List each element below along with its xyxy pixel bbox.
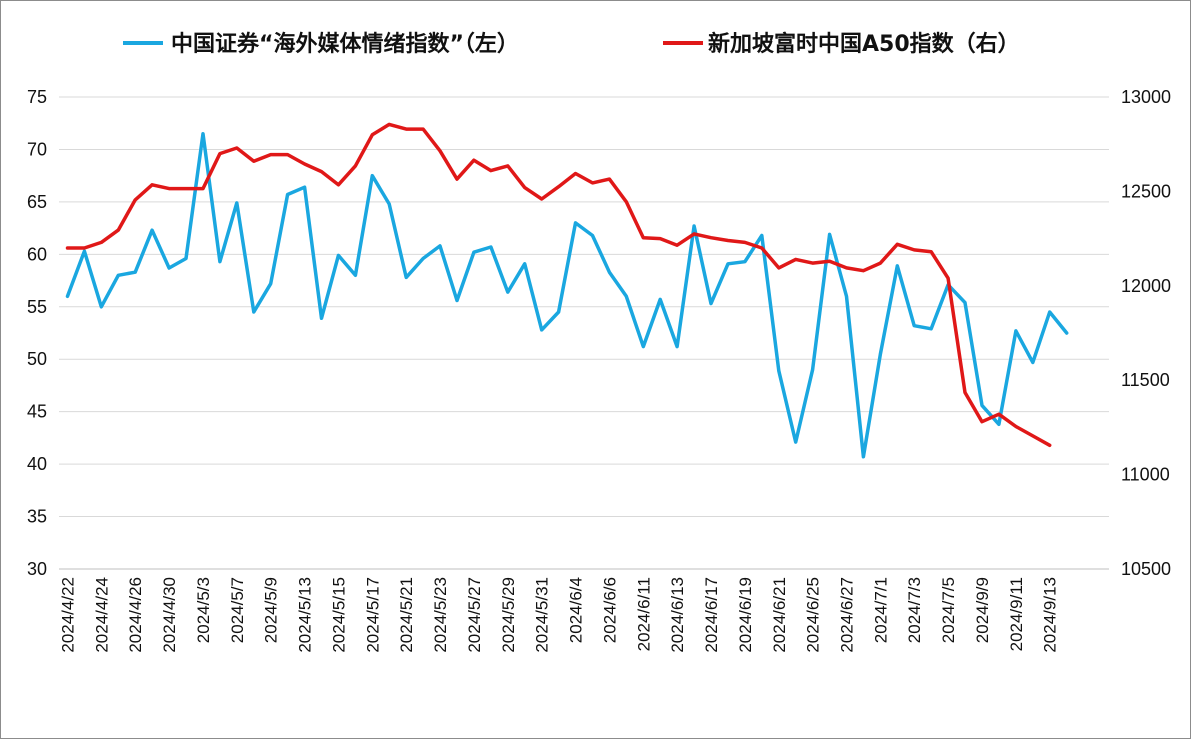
gridlines [59, 96, 1109, 518]
left-y-tick-label: 40 [27, 454, 47, 474]
right-y-tick-label: 10500 [1121, 559, 1171, 579]
legend: 中国证券“海外媒体情绪指数”（左） 新加坡富时中国A50指数（右） [123, 31, 1020, 57]
legend-label-series-1: 中国证券“海外媒体情绪指数”（左） [171, 31, 519, 57]
x-tick-label: 2024/5/21 [397, 577, 416, 653]
x-tick-label: 2024/6/11 [634, 577, 653, 651]
x-tick-label: 2024/5/7 [228, 577, 247, 643]
x-tick-label: 2024/6/17 [702, 577, 721, 653]
x-tick-label: 2024/6/27 [838, 577, 857, 653]
x-tick-label: 2024/4/24 [92, 577, 111, 653]
right-y-tick-label: 12000 [1121, 276, 1171, 296]
left-y-tick-label: 30 [27, 559, 47, 579]
x-tick-label: 2024/6/4 [567, 577, 586, 643]
x-tick-label: 2024/9/11 [1007, 577, 1026, 651]
x-tick-label: 2024/5/27 [465, 577, 484, 653]
x-tick-label: 2024/5/17 [363, 577, 382, 653]
left-y-tick-label: 75 [27, 87, 47, 107]
x-tick-label: 2024/5/29 [499, 577, 518, 653]
x-tick-label: 2024/5/31 [533, 577, 552, 653]
left-y-tick-label: 70 [27, 139, 47, 159]
right-y-axis: 10500 11000 11500 12000 12500 13000 [1121, 87, 1171, 579]
x-tick-label: 2024/5/9 [262, 577, 281, 643]
series-line-2 [65, 122, 1052, 448]
x-tick-label: 2024/7/5 [939, 577, 958, 643]
x-tick-label: 2024/6/19 [736, 577, 755, 653]
x-tick-label: 2024/9/13 [1041, 577, 1060, 653]
left-y-tick-label: 55 [27, 297, 47, 317]
x-tick-label: 2024/4/26 [126, 577, 145, 653]
right-y-tick-label: 13000 [1121, 87, 1171, 107]
x-tick-label: 2024/5/23 [431, 577, 450, 653]
series-line-1 [65, 131, 1069, 459]
x-tick-label: 2024/4/30 [160, 577, 179, 653]
right-y-tick-label: 11500 [1121, 370, 1170, 390]
left-y-tick-label: 45 [27, 402, 47, 422]
x-tick-label: 2024/6/13 [668, 577, 687, 653]
x-tick-label: 2024/6/25 [804, 577, 823, 653]
right-y-tick-label: 11000 [1121, 465, 1170, 485]
legend-label-series-2: 新加坡富时中国A50指数（右） [708, 31, 1020, 57]
x-tick-label: 2024/4/22 [58, 577, 77, 653]
x-tick-label: 2024/5/13 [296, 577, 315, 653]
x-axis: 2024/4/22 2024/4/24 2024/4/26 2024/4/30 2024… [58, 568, 1109, 653]
left-y-tick-label: 65 [27, 192, 47, 212]
x-tick-label: 2024/6/6 [600, 577, 619, 643]
x-tick-label: 2024/6/21 [770, 577, 789, 653]
left-y-axis: 30 35 40 45 50 55 60 65 70 75 [27, 87, 47, 579]
left-y-tick-label: 35 [27, 507, 47, 527]
x-tick-label: 2024/9/9 [973, 577, 992, 643]
x-tick-label: 2024/5/15 [329, 577, 348, 653]
x-tick-label: 2024/5/3 [194, 577, 213, 643]
right-y-tick-label: 12500 [1121, 181, 1171, 201]
series-lines [65, 122, 1069, 459]
left-y-tick-label: 60 [27, 244, 47, 264]
x-tick-label: 2024/7/1 [871, 577, 890, 643]
left-y-tick-label: 50 [27, 349, 47, 369]
x-tick-label: 2024/7/3 [905, 577, 924, 643]
